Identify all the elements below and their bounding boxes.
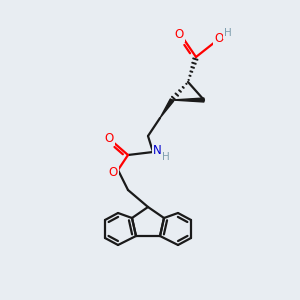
Text: N: N <box>153 145 161 158</box>
Text: H: H <box>224 28 232 38</box>
Text: O: O <box>108 166 118 178</box>
Polygon shape <box>160 99 174 118</box>
Text: O: O <box>104 131 114 145</box>
Text: O: O <box>174 28 184 41</box>
Polygon shape <box>172 98 204 102</box>
Text: O: O <box>214 32 224 44</box>
Text: H: H <box>162 152 170 162</box>
